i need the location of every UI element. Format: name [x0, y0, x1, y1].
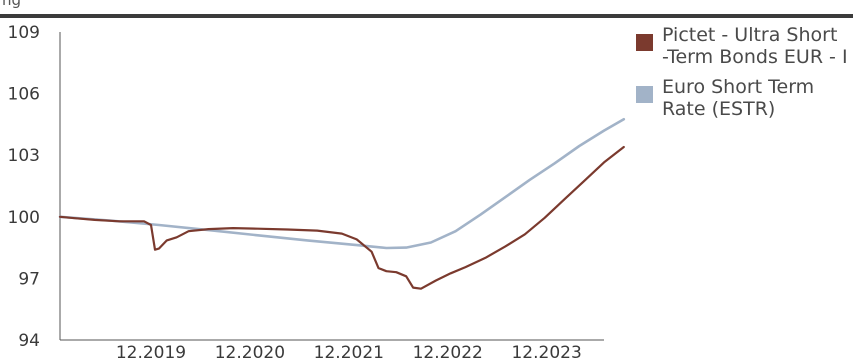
- x-tick-label: 12.2020: [215, 343, 285, 362]
- legend-swatch-pictet: [636, 34, 653, 51]
- legend-item-estr: Euro Short Term Rate (ESTR): [636, 76, 850, 120]
- legend-item-pictet: Pictet - Ultra Short -Term Bonds EUR - I: [636, 24, 850, 68]
- y-axis-tick-labels: 94 97 100 103 106 109: [8, 23, 40, 351]
- chart-axes: [59, 32, 604, 341]
- series-line-estr: [58, 118, 626, 250]
- cut-off-title: ng: [2, 0, 22, 9]
- series-layer: [58, 118, 626, 290]
- y-tick-label: 100: [8, 208, 40, 228]
- x-tick-label: 12.2019: [116, 343, 186, 362]
- y-tick-label: 109: [8, 23, 40, 43]
- series-line-pictet: [58, 145, 625, 290]
- y-tick-label: 97: [18, 269, 40, 289]
- x-tick-label: 12.2021: [314, 343, 384, 362]
- legend-label-pictet: Pictet - Ultra Short -Term Bonds EUR - I: [662, 24, 848, 68]
- y-tick-label: 106: [8, 85, 40, 105]
- chart-legend: Pictet - Ultra Short -Term Bonds EUR - I…: [636, 24, 850, 128]
- header-rule: [0, 14, 853, 18]
- y-tick-label: 103: [8, 146, 40, 166]
- legend-swatch-estr: [636, 86, 653, 103]
- x-tick-label: 12.2022: [413, 343, 483, 362]
- y-tick-label: 94: [18, 331, 40, 351]
- legend-label-estr: Euro Short Term Rate (ESTR): [662, 76, 815, 120]
- x-tick-label: 12.2023: [511, 343, 581, 362]
- x-axis-tick-labels: 12.2019 12.2020 12.2021 12.2022 12.2023: [116, 343, 582, 362]
- top-header-bar: ng: [0, 0, 853, 20]
